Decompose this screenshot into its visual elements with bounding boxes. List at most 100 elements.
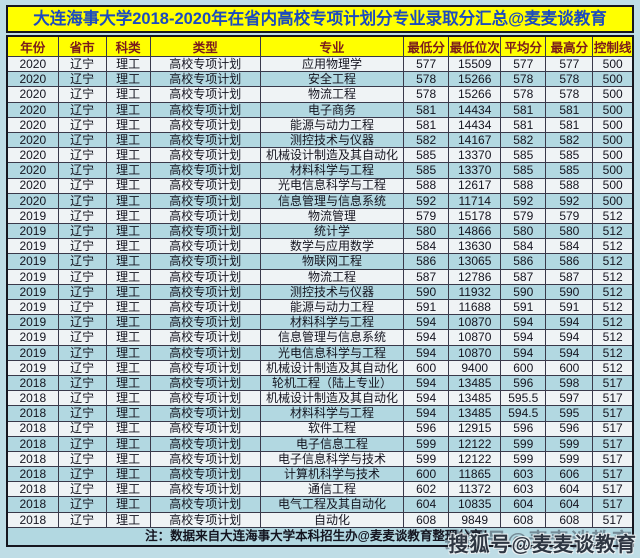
cell-control-line: 512 [592, 253, 634, 270]
cell-major: 信息管理与信息系统 [259, 192, 405, 209]
infographic-container: 大连海事大学2018-2020年在省内高校专项计划分专业录取分汇总@麦麦谈教育 … [6, 5, 634, 547]
table-row: 2018 辽宁 理工 高校专项计划 通信工程 602 11372 603 604 517 [6, 481, 634, 498]
table-row: 2018 辽宁 理工 高校专项计划 软件工程 596 12915 596 596 517 [6, 420, 634, 437]
cell-subject: 理工 [105, 390, 151, 407]
cell-major: 应用物理学 [259, 55, 405, 73]
cell-min-score: 577 [403, 55, 450, 73]
cell-max-score: 597 [545, 390, 594, 407]
cell-year: 2018 [6, 496, 59, 513]
cell-year: 2019 [6, 253, 59, 270]
cell-control-line: 512 [592, 283, 634, 301]
cell-major: 光电信息科学与工程 [259, 177, 405, 194]
cell-major: 软件工程 [259, 420, 405, 437]
cell-control-line: 512 [592, 314, 634, 331]
cell-province: 辽宁 [57, 131, 107, 149]
cell-type: 高校专项计划 [149, 177, 261, 194]
cell-max-score: 585 [545, 147, 594, 164]
cell-type: 高校专项计划 [149, 223, 261, 240]
cell-major: 材料科学与工程 [259, 314, 405, 331]
cell-subject: 理工 [105, 420, 151, 437]
table-row: 2020 辽宁 理工 高校专项计划 材料科学与工程 585 13370 585 585 500 [6, 162, 634, 179]
cell-year: 2018 [6, 466, 59, 483]
cell-subject: 理工 [105, 147, 151, 164]
cell-max-score: 594 [545, 344, 594, 361]
table-row: 2020 辽宁 理工 高校专项计划 物流工程 578 15266 578 578 500 [6, 86, 634, 103]
cell-major: 统计学 [259, 223, 405, 240]
cell-min-rank: 14167 [448, 131, 502, 149]
cell-min-rank: 13485 [448, 390, 502, 407]
cell-province: 辽宁 [57, 86, 107, 103]
cell-max-score: 582 [545, 131, 594, 149]
cell-control-line: 517 [592, 466, 634, 483]
cell-major: 物联网工程 [259, 253, 405, 270]
cell-max-score: 588 [545, 177, 594, 194]
cell-min-rank: 11372 [448, 481, 502, 498]
cell-type: 高校专项计划 [149, 496, 261, 513]
header-max-score: 最高分 [545, 35, 594, 57]
cell-max-score: 594 [545, 314, 594, 331]
cell-avg-score: 596 [500, 374, 547, 392]
cell-avg-score: 582 [500, 131, 547, 149]
table-row: 2018 辽宁 理工 高校专项计划 自动化 608 9849 608 608 517 [6, 511, 634, 528]
cell-max-score: 606 [545, 466, 594, 483]
cell-major: 能源与动力工程 [259, 116, 405, 133]
cell-max-score: 596 [545, 420, 594, 437]
cell-subject: 理工 [105, 359, 151, 376]
cell-subject: 理工 [105, 496, 151, 513]
cell-control-line: 500 [592, 192, 634, 209]
table-row: 2019 辽宁 理工 高校专项计划 测控技术与仪器 590 11932 590 590 512 [6, 283, 634, 301]
cell-min-score: 602 [403, 481, 450, 498]
table-row: 2019 辽宁 理工 高校专项计划 数学与应用数学 584 13630 584 584 512 [6, 238, 634, 255]
cell-province: 辽宁 [57, 192, 107, 209]
cell-major: 材料科学与工程 [259, 405, 405, 422]
cell-control-line: 500 [592, 55, 634, 73]
cell-min-score: 596 [403, 420, 450, 437]
cell-min-rank: 9400 [448, 359, 502, 376]
table-row: 2018 辽宁 理工 高校专项计划 机械设计制造及其自动化 594 13485 595.5 59… [6, 390, 634, 407]
cell-year: 2019 [6, 223, 59, 240]
cell-avg-score: 591 [500, 298, 547, 316]
cell-max-score: 586 [545, 253, 594, 270]
cell-avg-score: 600 [500, 359, 547, 376]
cell-min-score: 585 [403, 162, 450, 179]
table-row: 2020 辽宁 理工 高校专项计划 安全工程 578 15266 578 578 500 [6, 71, 634, 88]
cell-max-score: 585 [545, 162, 594, 179]
cell-max-score: 600 [545, 359, 594, 376]
cell-control-line: 512 [592, 268, 634, 285]
cell-major: 材料科学与工程 [259, 162, 405, 179]
cell-year: 2018 [6, 450, 59, 468]
cell-max-score: 608 [545, 511, 594, 528]
cell-type: 高校专项计划 [149, 207, 261, 225]
cell-control-line: 517 [592, 435, 634, 452]
cell-province: 辽宁 [57, 268, 107, 285]
table-row: 2020 辽宁 理工 高校专项计划 应用物理学 577 15509 577 577 500 [6, 55, 634, 73]
cell-avg-score: 584 [500, 238, 547, 255]
cell-year: 2019 [6, 329, 59, 346]
cell-subject: 理工 [105, 177, 151, 194]
cell-major: 机械设计制造及其自动化 [259, 390, 405, 407]
cell-province: 辽宁 [57, 496, 107, 513]
cell-type: 高校专项计划 [149, 131, 261, 149]
cell-type: 高校专项计划 [149, 390, 261, 407]
cell-avg-score: 594 [500, 344, 547, 361]
cell-type: 高校专项计划 [149, 511, 261, 528]
cell-min-score: 587 [403, 268, 450, 285]
cell-max-score: 587 [545, 268, 594, 285]
cell-year: 2019 [6, 238, 59, 255]
cell-subject: 理工 [105, 314, 151, 331]
cell-avg-score: 578 [500, 71, 547, 88]
cell-min-score: 600 [403, 359, 450, 376]
cell-type: 高校专项计划 [149, 268, 261, 285]
table-row: 2019 辽宁 理工 高校专项计划 统计学 580 14866 580 580 512 [6, 223, 634, 240]
cell-subject: 理工 [105, 101, 151, 118]
cell-year: 2020 [6, 71, 59, 88]
cell-type: 高校专项计划 [149, 283, 261, 301]
cell-control-line: 512 [592, 223, 634, 240]
table-note: 注：数据来自大连海事大学本科招生办@麦麦谈教育整理分享！ [6, 526, 634, 547]
cell-avg-score: 595.5 [500, 390, 547, 407]
cell-min-score: 582 [403, 131, 450, 149]
cell-year: 2020 [6, 101, 59, 118]
cell-control-line: 512 [592, 298, 634, 316]
cell-major: 物流工程 [259, 268, 405, 285]
cell-min-rank: 10835 [448, 496, 502, 513]
